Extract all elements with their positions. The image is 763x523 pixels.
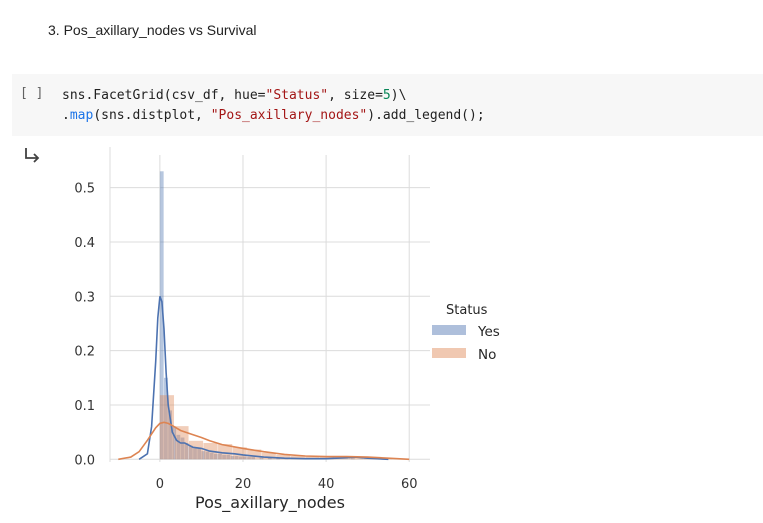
hist-bar-no — [290, 456, 305, 460]
hist-bar-yes — [226, 454, 231, 460]
hist-bar-yes — [168, 410, 172, 460]
code-text: , size= — [328, 88, 383, 103]
x-axis-label: Pos_axillary_nodes — [195, 493, 345, 513]
y-tick-label: 0.3 — [74, 290, 95, 305]
hist-bar-no — [247, 449, 262, 460]
hist-bar-yes — [193, 448, 197, 460]
hist-bar-yes — [197, 448, 202, 460]
kde-line-yes — [138, 296, 389, 461]
output-arrow-icon[interactable] — [22, 146, 44, 166]
code-cell[interactable]: [ ] sns.FacetGrid(csv_df, hue="Status", … — [12, 74, 763, 136]
plot-grid — [109, 147, 430, 462]
hist-bar-yes — [238, 456, 243, 460]
hist-bar-yes — [201, 451, 206, 460]
hist-bar-yes — [276, 458, 280, 460]
x-tick-label: 40 — [318, 477, 335, 492]
hist-bar-no — [188, 440, 204, 460]
y-tick-label: 0.5 — [74, 182, 95, 197]
code-text: sns.FacetGrid(csv_df, hue= — [62, 88, 266, 103]
code-method: map — [69, 108, 94, 123]
x-tick-label: 20 — [235, 477, 252, 492]
x-tick-label: 60 — [401, 477, 418, 492]
run-cell-button[interactable]: [ ] — [20, 86, 44, 101]
code-editor[interactable]: sns.FacetGrid(csv_df, hue="Status", size… — [62, 86, 485, 126]
text-cell-heading: 3. Pos_axillary_nodes vs Survival — [48, 22, 257, 38]
hist-bar-yes — [234, 456, 239, 460]
hist-bar-yes — [218, 453, 222, 460]
hist-bar-yes — [259, 457, 264, 460]
hist-bar-yes — [209, 452, 214, 460]
hist-bar-yes — [172, 426, 177, 460]
code-line-1: sns.FacetGrid(csv_df, hue="Status", size… — [62, 88, 406, 103]
hist-bar-yes — [242, 456, 247, 460]
hist-bar-yes — [213, 453, 218, 460]
code-number: 5 — [382, 88, 391, 103]
legend-swatch-no — [432, 348, 466, 358]
kde-layer — [118, 296, 410, 461]
hist-bar-yes — [184, 442, 189, 460]
hist-bar-yes — [222, 454, 226, 460]
hist-bar-yes — [230, 456, 235, 460]
code-text: ).add_legend(); — [367, 108, 485, 123]
legend-label-yes: Yes — [477, 324, 500, 340]
code-string: "Pos_axillary_nodes" — [210, 108, 368, 123]
histogram-layer — [159, 171, 393, 460]
legend-swatch-yes — [432, 325, 466, 335]
kde-line-no — [118, 421, 410, 461]
y-tick-label: 0.4 — [74, 236, 95, 251]
hist-bar-yes — [205, 451, 210, 460]
y-tick-label: 0.2 — [74, 345, 95, 360]
y-tick-label: 0.1 — [74, 399, 95, 414]
hist-bar-no — [276, 454, 291, 460]
hist-bar-yes — [164, 377, 168, 460]
y-tick-label: 0.0 — [74, 453, 95, 468]
code-text: . — [62, 108, 70, 123]
code-string: "Status" — [265, 88, 329, 103]
hist-bar-no — [348, 457, 364, 460]
hist-bar-yes — [188, 445, 193, 460]
hist-bar-no — [218, 444, 233, 460]
legend: Status Yes No — [432, 303, 500, 363]
legend-label-no: No — [478, 347, 496, 363]
x-tick-label: 0 — [156, 477, 164, 492]
hist-bar-no — [159, 395, 175, 460]
code-text: (sns.distplot, — [93, 108, 211, 123]
hist-bar-no — [261, 452, 276, 460]
hist-bar-yes — [180, 437, 185, 460]
hist-bar-yes — [267, 457, 272, 460]
legend-title: Status — [446, 303, 488, 318]
hist-bar-yes — [159, 171, 164, 460]
code-text: )\ — [390, 88, 407, 103]
hist-bar-no — [232, 447, 247, 460]
hist-bar-yes — [251, 457, 256, 460]
hist-bar-yes — [247, 457, 251, 460]
hist-bar-yes — [176, 434, 181, 460]
code-line-2: .map(sns.distplot, "Pos_axillary_nodes")… — [62, 108, 485, 123]
hist-bar-yes — [351, 458, 355, 460]
axis-ticks: 0.0 0.1 0.2 0.3 0.4 0.5 0 20 40 60 — [74, 182, 417, 492]
